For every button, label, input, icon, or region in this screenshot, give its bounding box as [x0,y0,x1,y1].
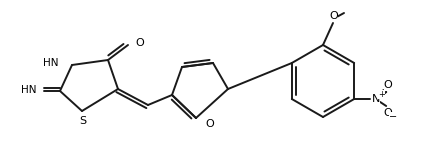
Text: O: O [330,11,339,21]
Text: HN: HN [20,85,36,95]
Text: O: O [384,80,392,90]
Text: S: S [80,116,87,126]
Text: O: O [384,108,392,118]
Text: O: O [205,119,214,129]
Text: O: O [135,38,144,48]
Text: HN: HN [42,58,58,68]
Text: +: + [378,89,385,98]
Text: N: N [372,94,381,104]
Text: −: − [389,112,397,122]
